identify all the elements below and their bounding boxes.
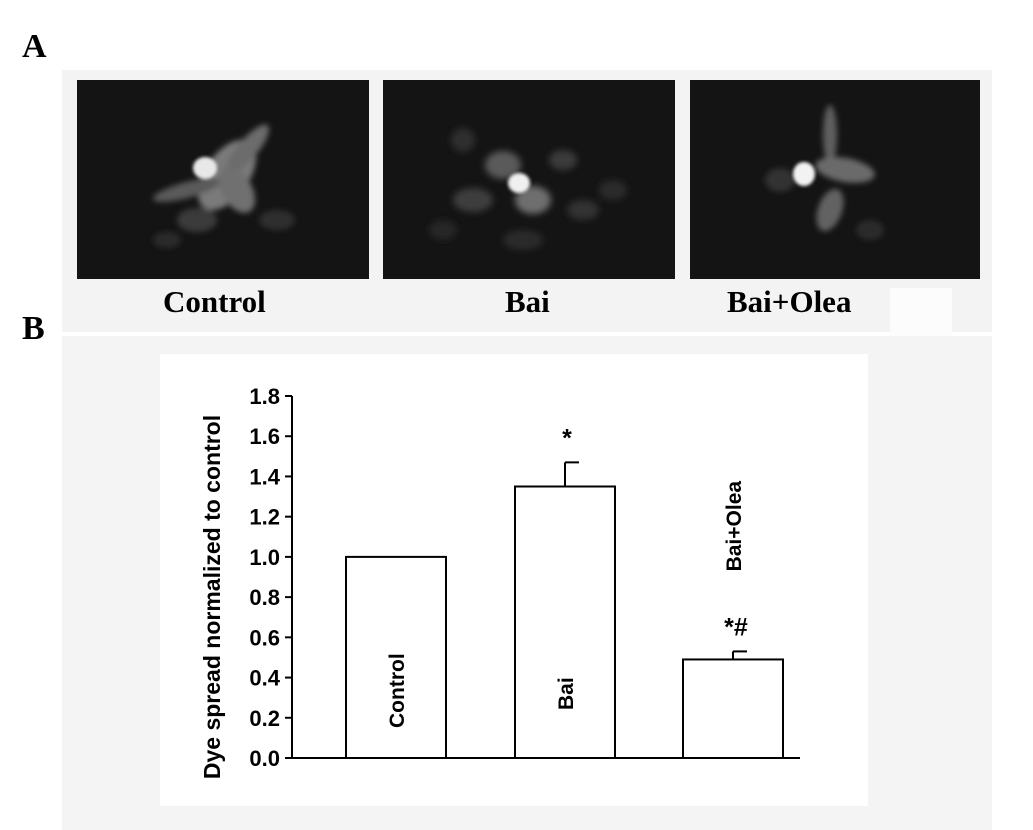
- bar-category-label: Bai: [555, 677, 578, 710]
- micrograph-label-bai-olea: Bai+Olea: [727, 284, 852, 319]
- y-tick-label: 1.2: [249, 505, 280, 530]
- y-tick-label: 1.6: [249, 424, 280, 449]
- bar-bai-olea: [682, 658, 784, 760]
- micrograph-label-bai: Bai: [505, 284, 550, 319]
- y-tick-label: 0.0: [249, 746, 280, 771]
- micrograph-bai: [383, 80, 675, 279]
- y-tick-label: 1.4: [249, 464, 280, 489]
- panel-b-letter: B: [22, 310, 45, 347]
- micrograph-label-control: Control: [163, 284, 266, 319]
- micrograph-bai-olea-image: [765, 105, 884, 240]
- y-axis-label: Dye spread normalized to control: [199, 415, 225, 779]
- y-tick-label: 1.8: [249, 384, 280, 409]
- micrograph-bai-image: [429, 128, 627, 250]
- micrograph-bai-olea: [690, 80, 980, 279]
- bar-category-label: Bai+Olea: [723, 481, 746, 572]
- y-tick-label: 0.6: [249, 625, 280, 650]
- micrograph-control-image: [153, 124, 295, 248]
- y-tick-label: 0.2: [249, 706, 280, 731]
- significance-marker: *: [562, 424, 572, 452]
- y-tick-label: 0.8: [249, 585, 280, 610]
- micrograph-control: [77, 80, 369, 279]
- bar-control: [345, 555, 447, 760]
- bar-category-label: Control: [386, 653, 409, 728]
- significance-marker: *#: [724, 613, 748, 641]
- y-tick-label: 0.4: [249, 666, 280, 691]
- panel-a-letter: A: [22, 28, 47, 65]
- y-tick-label: 1.0: [249, 545, 280, 570]
- bar-bai: [514, 485, 616, 759]
